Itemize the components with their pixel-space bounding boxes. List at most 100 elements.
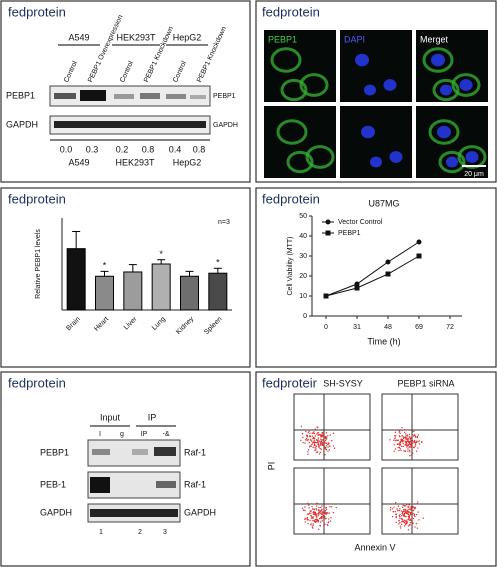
cell <box>428 119 460 145</box>
event <box>321 434 324 437</box>
event <box>319 447 321 450</box>
event <box>316 433 318 435</box>
event <box>415 441 418 444</box>
event <box>391 508 394 510</box>
event <box>313 431 315 433</box>
event <box>418 443 421 445</box>
event <box>325 442 328 445</box>
cell <box>270 47 302 73</box>
event <box>307 431 309 434</box>
event <box>406 434 408 436</box>
lane-number: 1 <box>99 529 103 536</box>
event <box>408 525 410 527</box>
event <box>310 445 313 447</box>
event <box>403 525 406 527</box>
event <box>407 444 409 446</box>
event <box>312 517 314 520</box>
event <box>320 521 322 523</box>
event <box>417 434 420 436</box>
event <box>312 524 314 527</box>
event <box>320 439 323 441</box>
event <box>317 440 319 442</box>
event <box>396 508 398 510</box>
event <box>318 453 321 455</box>
series-line <box>325 255 420 297</box>
event <box>409 437 411 440</box>
event <box>333 447 336 449</box>
event <box>409 443 411 446</box>
event <box>409 519 411 522</box>
quant-label: 0.0 <box>60 144 73 154</box>
event <box>389 507 392 509</box>
event <box>308 507 310 509</box>
quant-label: 0.8 <box>142 144 155 154</box>
event <box>396 510 399 512</box>
event <box>315 513 318 515</box>
event <box>402 504 404 507</box>
event <box>304 439 307 441</box>
event <box>404 450 407 452</box>
event <box>395 501 397 504</box>
event <box>413 440 416 443</box>
nucleus <box>383 79 397 91</box>
event <box>407 450 409 452</box>
event <box>312 511 315 513</box>
x-tick-label: 72 <box>446 324 454 331</box>
event <box>407 513 409 515</box>
point <box>385 271 391 277</box>
event <box>331 439 333 442</box>
event <box>309 519 311 522</box>
lane-label: -& <box>163 431 170 438</box>
event <box>304 517 306 520</box>
event <box>316 502 318 504</box>
event <box>318 506 320 509</box>
event <box>319 444 321 446</box>
event <box>305 430 307 433</box>
event <box>392 511 394 513</box>
event <box>327 435 329 437</box>
event <box>313 508 316 510</box>
event <box>398 449 400 452</box>
event <box>309 432 311 434</box>
bar <box>180 275 199 311</box>
event <box>304 509 306 512</box>
event <box>399 435 401 438</box>
nucleus <box>465 151 479 163</box>
channel-label: DAPI <box>344 34 365 44</box>
event <box>405 516 407 518</box>
event <box>315 507 317 510</box>
event <box>332 511 335 514</box>
brand: fedprotein <box>8 4 66 19</box>
event <box>309 435 311 437</box>
event <box>391 515 394 518</box>
row-label: Raf-1 <box>184 479 206 489</box>
event <box>323 508 325 511</box>
event <box>302 436 304 439</box>
event <box>394 440 397 442</box>
bar <box>66 248 86 311</box>
brand: fedprotein <box>8 191 66 206</box>
event <box>403 505 406 507</box>
event <box>403 431 406 433</box>
event <box>400 527 402 529</box>
event <box>317 444 320 446</box>
event <box>314 435 317 437</box>
event <box>393 450 395 453</box>
legend-label: PEBP1 <box>338 230 361 237</box>
event <box>308 513 310 515</box>
event <box>408 441 410 444</box>
brand: fedprotein <box>8 375 66 390</box>
event <box>313 437 316 439</box>
event <box>406 429 409 431</box>
event <box>413 446 416 449</box>
event <box>314 520 316 523</box>
event <box>414 434 416 437</box>
event <box>417 511 419 513</box>
event <box>322 431 325 433</box>
event <box>319 511 322 513</box>
group-label: HepG2 <box>173 32 202 42</box>
event <box>408 504 410 506</box>
event <box>319 440 321 442</box>
event <box>321 505 323 507</box>
event <box>402 445 404 448</box>
